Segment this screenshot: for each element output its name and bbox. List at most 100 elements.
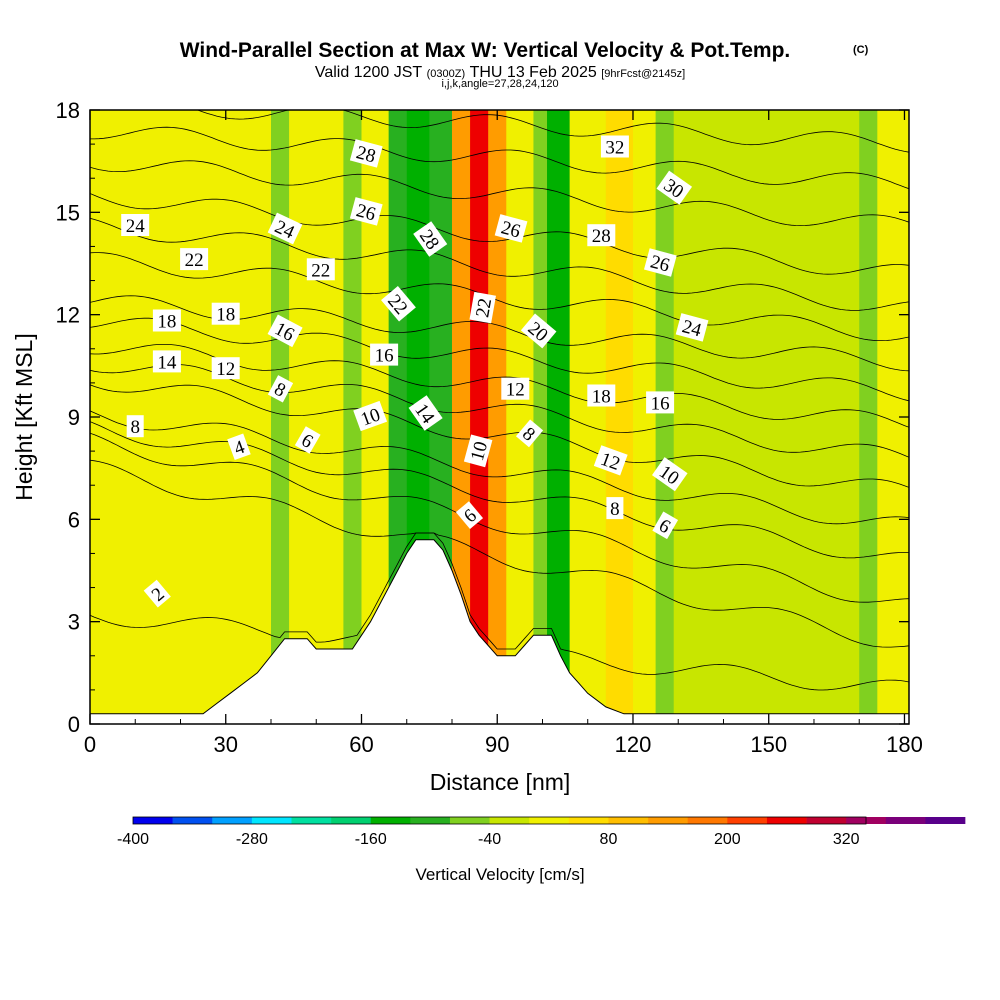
terrain-mask [90,539,909,724]
contour-label-24: 26 [494,214,528,243]
contour-label-background [501,377,530,400]
contour-label-background [651,457,688,492]
contour-label-text: 16 [375,346,394,367]
velocity-band-10 [470,110,489,724]
contour-label-2: 18 [152,309,181,333]
contour-label-background [494,214,528,243]
theta-contour-24 [90,217,909,311]
contour-label-17: 10 [353,400,388,432]
contour-label-text: 26 [648,251,672,276]
colorbar-segment-16 [766,817,807,824]
contour-label-background [143,579,171,608]
velocity-band-2 [270,110,290,724]
velocity-band-1 [252,110,272,724]
x-tick-label-60: 60 [349,732,373,757]
chart-subtitle: Valid 1200 JST (0300Z) THU 13 Feb 2025 [… [315,64,685,81]
contour-label-text: 18 [592,387,611,408]
theta-contour-28 [90,160,909,227]
colorbar-segment-5 [331,817,372,824]
colorbar-segment-9 [489,817,530,824]
subtitle-grid-indices: i,j,k,angle=27,28,24,120 [441,78,558,90]
axes: 0 30 60 90 120 150 180 0 3 6 9 12 15 18 [56,98,923,757]
velocity-band-9 [451,110,471,724]
contour-label-background [643,248,677,277]
contour-label-background [652,511,679,540]
colorbar-segment-20 [925,817,966,824]
contour-label-31: 12 [593,445,628,476]
theta-contour-4 [90,459,909,648]
contour-label-background [413,221,448,257]
theta-contour-30 [90,126,909,190]
theta-contour-22 [90,252,909,342]
theta-contour-26 [90,193,909,275]
contour-label-18: 22 [381,285,416,322]
chart-title-mark: (C) [853,44,869,56]
x-tick-label-0: 0 [84,732,96,757]
contour-label-28: 32 [600,135,629,159]
velocity-band-20 [859,110,878,724]
contour-label-background [267,314,303,348]
contour-label-14: 28 [349,139,383,168]
theta-contour-10 [90,410,909,525]
contour-label-text: 26 [354,200,378,225]
y-axis-title: Height [Kft MSL] [11,333,37,500]
contour-label-15: 26 [349,197,383,226]
contour-label-background [370,343,399,366]
chart-title-group: Wind-Parallel Section at Max W: Vertical… [180,39,869,90]
contour-label-text: 12 [216,359,235,380]
colorbar-tick-label-3: -40 [478,831,501,848]
vertical-velocity-field [90,110,909,724]
contour-label-background [267,375,294,403]
velocity-band-0 [90,110,254,724]
contour-label-text: 28 [354,142,378,167]
contour-label-25: 12 [501,377,530,401]
contour-label-background [587,384,616,407]
contour-label-background [587,224,616,247]
y-tick-label-3: 3 [68,610,80,635]
contour-label-background [408,395,443,431]
contour-label-background [353,400,388,432]
x-tick-label-120: 120 [615,732,652,757]
contour-label-8: 2 [143,579,171,608]
colorbar-segment-19 [885,817,926,824]
colorbar: -400 -280 -160 -40 80 200 320 [117,816,966,848]
contour-label-background [152,350,181,373]
y-tick-label-18: 18 [56,98,80,123]
theta-contour-32 [196,110,909,153]
contour-label-text: 8 [130,417,140,438]
colorbar-tick-label-4: 80 [600,831,618,848]
theta-contour-2 [90,532,909,691]
colorbar-segment-6 [370,817,411,824]
colorbar-segment-0 [133,817,173,824]
velocity-band-14 [547,110,571,724]
contour-label-32: 8 [606,497,624,520]
contour-label-background [267,212,303,245]
contour-label-1: 22 [180,248,209,271]
contour-label-text: 14 [157,352,177,373]
contour-label-background [180,248,209,271]
x-tick-label-90: 90 [485,732,509,757]
contour-label-23: 22 [469,291,496,324]
colorbar-segment-17 [806,817,847,824]
contour-label-29: 28 [587,224,616,247]
colorbar-segment-11 [568,817,609,824]
contour-label-background [469,291,496,324]
colorbar-segment-2 [212,817,253,824]
x-tick-label-150: 150 [750,732,787,757]
contour-label-3: 18 [211,302,240,326]
subtitle-valid: Valid 1200 JST [315,64,423,81]
colorbar-segment-1 [172,817,213,824]
colorbar-title: Vertical Velocity [cm/s] [415,865,584,884]
velocity-band-19 [673,110,860,724]
contour-label-background [606,497,624,520]
contour-label-background [294,426,321,454]
colorbar-segment-7 [410,817,451,824]
contour-label-text: 28 [592,226,611,247]
contour-label-text: 8 [610,499,620,520]
contour-label-36: 16 [646,391,675,414]
colorbar-segment-15 [727,817,768,824]
contour-label-background [520,313,557,349]
colorbar-segment-4 [291,817,332,824]
contour-label-13: 22 [306,258,335,281]
